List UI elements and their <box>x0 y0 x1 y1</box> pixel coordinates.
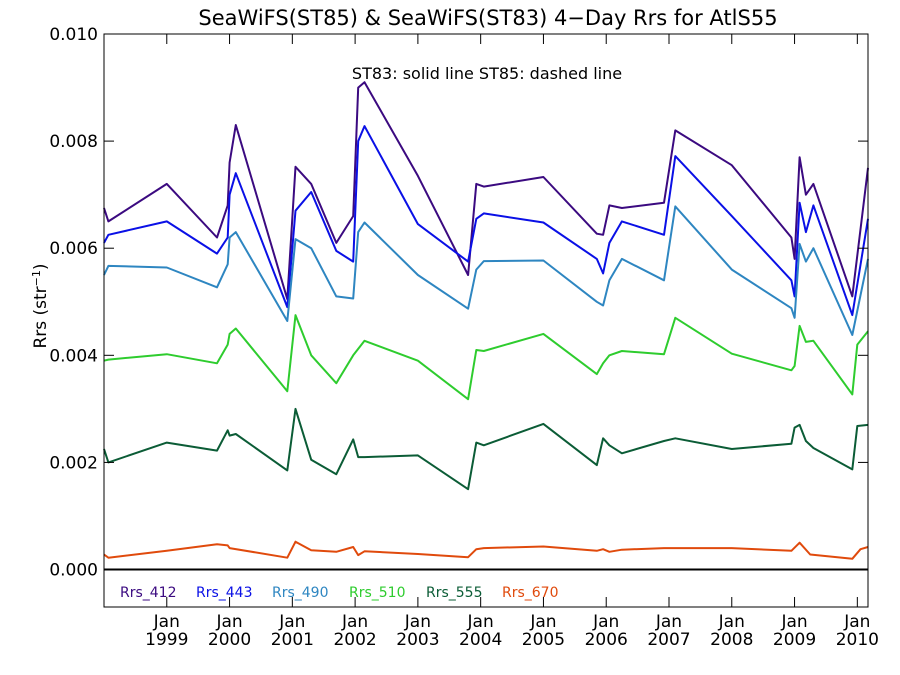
series-line-rrs-412 <box>103 81 869 301</box>
y-tick-label: 0.000 <box>49 561 98 581</box>
x-tick-year: 2009 <box>773 630 816 650</box>
y-axis-label: Rrs (str−1) <box>30 263 52 348</box>
x-tick-month: Jan <box>592 612 619 632</box>
x-tick-month: Jan <box>780 612 807 632</box>
legend-item-rrs-490: Rrs_490 <box>272 585 329 601</box>
x-tick-year: 2005 <box>522 630 565 650</box>
y-tick-label: 0.004 <box>49 346 98 366</box>
legend-item-rrs-412: Rrs_412 <box>120 585 177 601</box>
x-tick-month: Jan <box>215 612 242 632</box>
legend-item-rrs-555: Rrs_555 <box>426 585 483 601</box>
x-tick-month: Jan <box>843 612 870 632</box>
legend-item-rrs-443: Rrs_443 <box>196 585 253 601</box>
x-tick-year: 2008 <box>710 630 753 650</box>
y-axis-label-main: Rrs (str <box>31 286 51 348</box>
x-tick-year: 2010 <box>836 630 879 650</box>
x-tick-year: 2004 <box>459 630 502 650</box>
y-tick-label: 0.006 <box>49 239 98 259</box>
x-tick-month: Jan <box>718 612 745 632</box>
plot-area <box>103 81 869 571</box>
x-tick-year: 2007 <box>647 630 690 650</box>
x-tick-year: 2002 <box>333 630 376 650</box>
y-tick-label: 0.002 <box>49 453 98 473</box>
x-tick-year: 2000 <box>208 630 251 650</box>
x-tick-year: 2001 <box>271 630 314 650</box>
line-style-note: ST83: solid line ST85: dashed line <box>352 64 622 83</box>
y-tick-label: 0.008 <box>49 132 98 152</box>
legend-item-rrs-670: Rrs_670 <box>502 585 559 601</box>
x-tick-month: Jan <box>529 612 556 632</box>
legend-item-rrs-510: Rrs_510 <box>349 585 406 601</box>
x-tick-month: Jan <box>467 612 494 632</box>
legend: Rrs_412 Rrs_443 Rrs_490 Rrs_510 Rrs_555 Rrs_6… <box>120 585 559 601</box>
y-axis: 0.000 0.002 0.004 0.006 0.008 0.010 <box>49 25 868 581</box>
y-tick-label: 0.010 <box>49 25 98 45</box>
series-line-rrs-490 <box>103 205 869 336</box>
series-line-rrs-510 <box>103 314 869 401</box>
x-tick-month: Jan <box>278 612 305 632</box>
x-tick-month: Jan <box>153 612 180 632</box>
x-axis: Jan1999Jan2000Jan2001Jan2002Jan2003Jan20… <box>145 34 879 650</box>
y-axis-label-exponent: −1 <box>30 270 43 286</box>
plot-frame <box>103 33 869 608</box>
chart-title: SeaWiFS(ST85) & SeaWiFS(ST83) 4−Day Rrs … <box>198 6 777 30</box>
x-tick-month: Jan <box>404 612 431 632</box>
series-line-rrs-670 <box>103 540 869 560</box>
x-tick-month: Jan <box>655 612 682 632</box>
y-axis-label-close: ) <box>31 263 51 270</box>
x-tick-year: 2003 <box>396 630 439 650</box>
series-line-rrs-443 <box>103 125 869 317</box>
x-tick-year: 2006 <box>585 630 628 650</box>
x-tick-year: 1999 <box>145 630 188 650</box>
x-tick-month: Jan <box>341 612 368 632</box>
series-line-rrs-555 <box>103 407 869 491</box>
